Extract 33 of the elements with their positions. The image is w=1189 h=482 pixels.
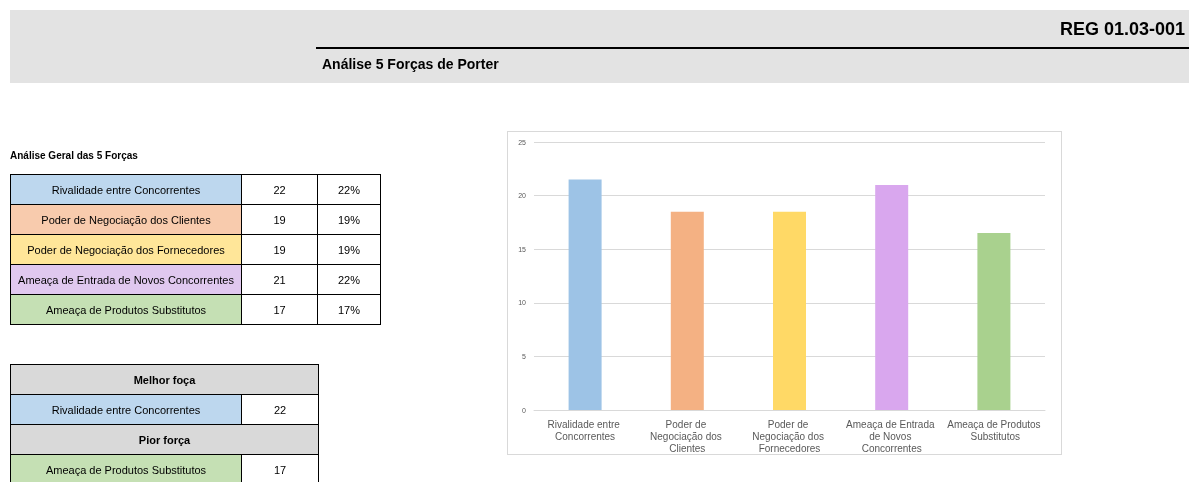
- category-label: Ameaça de Produtos Substitutos: [10, 454, 242, 482]
- text: 19%: [317, 204, 381, 235]
- data-label: 22: [241, 174, 318, 205]
- x-tick-label: Ameaça de Produtos Substitutos: [947, 418, 1041, 442]
- category-label: Ameaça de Produtos Substitutos: [10, 294, 242, 325]
- text: 22%: [317, 174, 381, 205]
- x-tick-label: Rivalidade entre Concorrentes: [547, 418, 623, 442]
- category-label: Poder de Negociação dos Clientes: [10, 204, 242, 235]
- x-tick-label: Ameaça de Entrada de Novos Concorrentes: [846, 418, 938, 454]
- text: 17%: [317, 294, 381, 325]
- data-label: 22: [241, 394, 319, 425]
- text: REG 01.03-001: [1059, 19, 1185, 40]
- data-label: 21: [241, 264, 318, 295]
- category-label: Ameaça de Entrada de Novos Concorrentes: [10, 264, 242, 295]
- text: Pior força: [10, 424, 319, 455]
- bar: [977, 233, 1011, 410]
- text: 22%: [317, 264, 381, 295]
- text: Melhor foça: [10, 364, 319, 395]
- bar: [670, 211, 704, 410]
- x-tick-label: Poder de Negociação dos Clientes: [650, 418, 725, 454]
- data-label: 17: [241, 454, 319, 482]
- bar: [568, 179, 602, 410]
- text: Análise Geral das 5 Forças: [10, 150, 139, 161]
- bar: [875, 184, 909, 410]
- x-tick-label: Poder de Negociação dos Fornecedores: [752, 418, 827, 454]
- data-label: 19: [241, 204, 318, 235]
- text: Análise 5 Forças de Porter: [322, 56, 499, 72]
- text: 19%: [317, 234, 381, 265]
- data-label: 19: [241, 234, 318, 265]
- data-label: 17: [241, 294, 318, 325]
- category-label: Rivalidade entre Concorrentes: [10, 174, 242, 205]
- bar: [773, 211, 806, 410]
- category-label: Poder de Negociação dos Fornecedores: [10, 234, 242, 265]
